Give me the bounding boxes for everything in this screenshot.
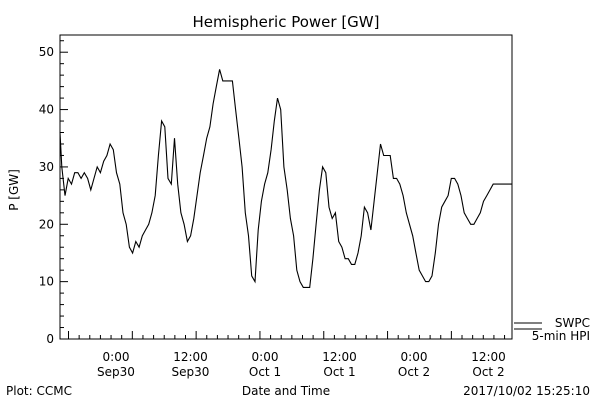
plot-frame xyxy=(59,34,513,340)
x-tick-label-time: 0:00 xyxy=(401,350,428,364)
chart-title: Hemispheric Power [GW] xyxy=(193,13,380,31)
x-axis-label: Date and Time xyxy=(242,384,330,398)
legend-swpc-label: SWPC xyxy=(555,316,590,330)
x-tick-label-date: Sep30 xyxy=(172,365,210,379)
x-tick-label-date: Oct 2 xyxy=(398,365,430,379)
y-axis: 0 10 20 30 40 50 xyxy=(39,40,68,346)
series-line-hpi xyxy=(59,69,512,288)
y-tick-label: 40 xyxy=(39,103,54,117)
x-tick-label-time: 12:00 xyxy=(322,350,357,364)
y-tick-label: 20 xyxy=(39,217,54,231)
y-axis-label: P [GW] xyxy=(7,169,21,211)
x-tick-label-date: Oct 1 xyxy=(323,365,355,379)
footer-left: Plot: CCMC xyxy=(6,384,72,398)
x-tick-label-date: Sep30 xyxy=(97,365,135,379)
x-tick-label-time: 0:00 xyxy=(252,350,279,364)
x-tick-label-time: 12:00 xyxy=(173,350,208,364)
legend: SWPC 5-min HPI xyxy=(514,316,590,343)
y-tick-label: 30 xyxy=(39,160,54,174)
x-tick-label-date: Oct 1 xyxy=(249,365,281,379)
series-layer xyxy=(59,69,512,288)
footer-right: 2017/10/02 15:25:10 xyxy=(463,384,590,398)
legend-hpi-label: 5-min HPI xyxy=(532,329,590,343)
y-tick-label: 50 xyxy=(39,45,54,59)
x-tick-label-time: 0:00 xyxy=(103,350,130,364)
x-tick-label-time: 12:00 xyxy=(471,350,506,364)
y-tick-label: 10 xyxy=(39,275,54,289)
y-tick-label: 0 xyxy=(46,332,54,346)
x-tick-label-date: Oct 2 xyxy=(472,365,504,379)
